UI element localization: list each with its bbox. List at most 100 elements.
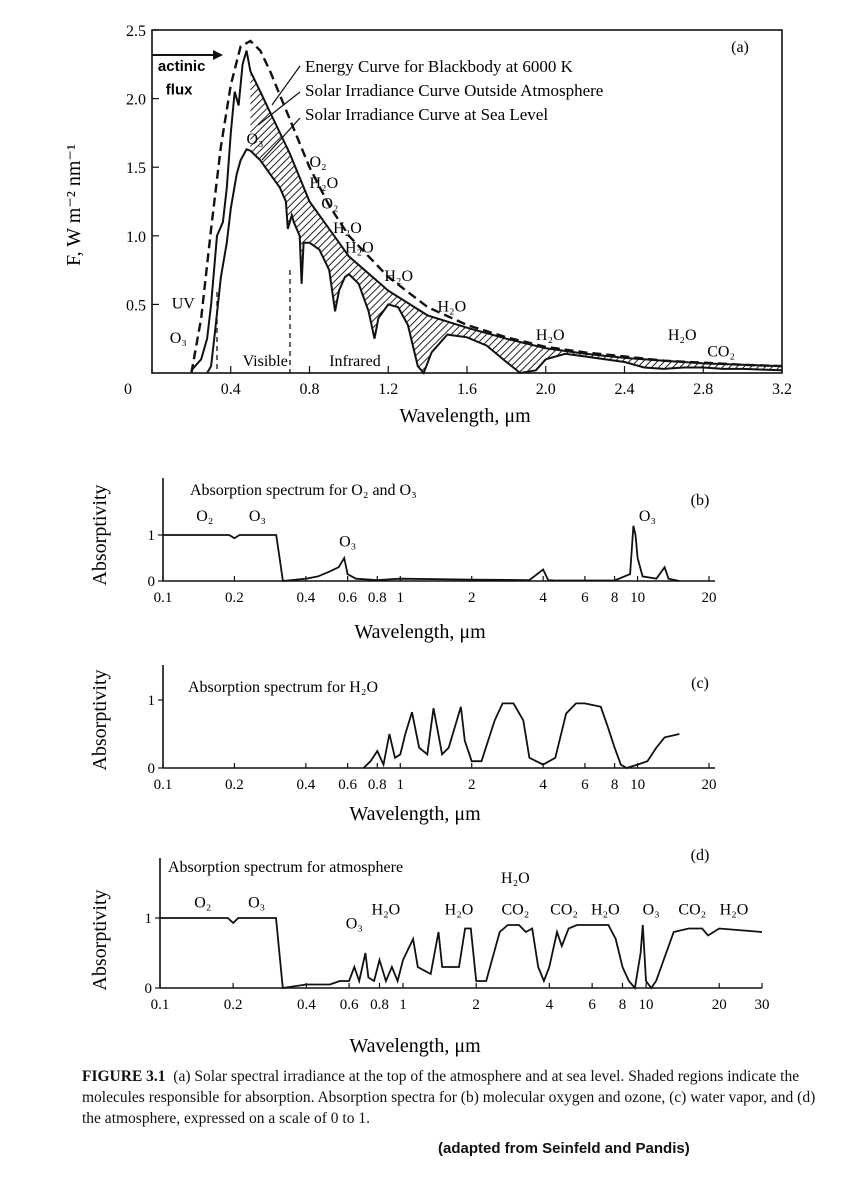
panel-d-annotation: CO₂ — [550, 902, 578, 919]
panel-c-x-tick-label: 0.4 — [296, 777, 315, 793]
panel-d-x-tick-label: 6 — [588, 997, 596, 1013]
panel-d-annotation: O₃ — [346, 916, 363, 933]
panel-d-annotation: H₂O — [372, 902, 401, 919]
panel-a-x-tick-label: 2.4 — [615, 381, 635, 398]
panel-d-annotation: H₂O — [720, 902, 749, 919]
panel-c-x-tick-label: 0.8 — [368, 777, 387, 793]
panel-a-annotation: CO₂ — [707, 344, 735, 361]
panel-a-annotation: H₂O — [384, 268, 413, 285]
panel-c-h2o-absorption: 0.1 0.2 0.4 0.6 0.8 1 2 4 6 8 10 20 0 1 Absorption sp… — [89, 665, 717, 825]
panel-d-x-tick-label: 10 — [639, 997, 654, 1013]
legend-leader-sea-level — [261, 117, 301, 161]
panel-d-y-tick-label: 0 — [145, 981, 153, 997]
panel-a-y-tick-label: 2.0 — [126, 92, 146, 109]
panel-a-annotation: H₂O — [668, 327, 697, 344]
panel-a-annotation: H₂O — [333, 220, 362, 237]
panel-d-x-tick-label: 1 — [399, 997, 407, 1013]
panel-a-annotation: actinic — [158, 58, 206, 75]
panel-b-label: (b) — [691, 492, 710, 509]
panel-c-x-tick-label: 10 — [630, 777, 645, 793]
panel-b-x-tick-label: 6 — [581, 590, 589, 606]
panel-a-annotation: H₂O — [437, 298, 466, 315]
series-h2o-absorptivity — [362, 702, 680, 769]
panel-d-annotation: H₂O — [445, 902, 474, 919]
panel-c-title: Absorption spectrum for H₂O — [188, 679, 378, 696]
panel-c-x-tick-label: 2 — [468, 777, 476, 793]
panel-b-x-tick-label: 0.4 — [296, 590, 315, 606]
panel-d-x-tick-label: 8 — [619, 997, 627, 1013]
figure-canvas: 0 0.4 0.8 1.2 1.6 2.0 2.4 2.8 3.2 0.5 1.0 1.5 2.0 2.… — [63, 23, 792, 1057]
panel-b-x-axis-label: Wavelength, μm — [354, 621, 486, 643]
actinic-flux-arrowhead — [213, 50, 223, 60]
panel-a-x-tick-label: 1.2 — [378, 381, 398, 398]
panel-d-annotation: H₂O — [591, 902, 620, 919]
panel-c-x-tick-label: 1 — [397, 777, 405, 793]
panel-c-y-tick-label: 1 — [148, 693, 156, 709]
panel-b-x-tick-label: 20 — [702, 590, 717, 606]
panel-d-x-tick-label: 4 — [546, 997, 554, 1013]
panel-b-y-tick-label: 1 — [148, 528, 156, 544]
panel-c-x-tick-label: 0.6 — [338, 777, 357, 793]
panel-c-x-tick-label: 0.1 — [154, 777, 173, 793]
panel-a-x-tick-label: 0.8 — [300, 381, 320, 398]
legend-sea-level: Solar Irradiance Curve at Sea Level — [305, 105, 548, 124]
panel-a-annotation: O₃ — [170, 330, 187, 347]
panel-a-y-axis-label: F, W m⁻² nm⁻¹ — [63, 144, 85, 266]
panel-a-y-tick-label: 1.0 — [126, 229, 146, 246]
panel-d-x-tick-label: 20 — [712, 997, 727, 1013]
panel-a-annotation: H₂O — [310, 175, 339, 192]
panel-d-title: Absorption spectrum for atmosphere — [168, 859, 403, 876]
panel-b-x-tick-label: 10 — [630, 590, 645, 606]
absorption-shaded-region — [250, 71, 782, 373]
panel-b-x-tick-label: 1 — [397, 590, 405, 606]
panel-a-x-tick-label: 2.8 — [693, 381, 713, 398]
panel-a-annotation: H₂O — [536, 327, 565, 344]
panel-a-x-tick-label: 1.6 — [457, 381, 477, 398]
caption-text: (a) Solar spectral irradiance at the top… — [82, 1068, 816, 1127]
panel-a-annotation: O₂ — [321, 195, 338, 212]
legend-outside-atmosphere: Solar Irradiance Curve Outside Atmospher… — [305, 81, 603, 100]
panel-b-y-tick-label: 0 — [148, 574, 156, 590]
panel-a-x-tick-label: 3.2 — [772, 381, 792, 398]
panel-c-x-tick-label: 6 — [581, 777, 589, 793]
panel-d-x-tick-label: 30 — [755, 997, 770, 1013]
panel-a-annotation: Infrared — [329, 353, 381, 370]
panel-a-x-tick-label: 0 — [124, 381, 132, 398]
panel-c-label: (c) — [691, 675, 709, 692]
panel-d-annotation: O₃ — [248, 895, 265, 912]
panel-a-annotation: flux — [166, 81, 193, 98]
panel-c-x-tick-label: 20 — [702, 777, 717, 793]
panel-b-annotation: O₂ — [196, 508, 213, 525]
panel-b-x-tick-label: 8 — [611, 590, 619, 606]
panel-d-y-tick-label: 1 — [145, 911, 153, 927]
panel-a-irradiance-chart: 0 0.4 0.8 1.2 1.6 2.0 2.4 2.8 3.2 0.5 1.0 1.5 2.0 2.… — [63, 23, 792, 427]
panel-b-x-tick-label: 0.6 — [338, 590, 357, 606]
panel-d-x-tick-label: 2 — [472, 997, 480, 1013]
series-outside-atmosphere-curve — [190, 50, 783, 371]
panel-d-x-tick-label: 0.2 — [224, 997, 243, 1013]
panel-d-x-axis-label: Wavelength, μm — [349, 1035, 481, 1057]
panel-a-y-tick-label: 2.5 — [126, 23, 146, 40]
credit-line: (adapted from Seinfeld and Pandis) — [438, 1140, 690, 1157]
panel-d-y-axis-label: Absorptivity — [89, 889, 111, 990]
panel-c-y-tick-label: 0 — [148, 761, 156, 777]
panel-d-annotation: O₃ — [643, 902, 660, 919]
panel-c-x-axis-label: Wavelength, μm — [349, 803, 481, 825]
legend-leader-outside-atmosphere — [257, 91, 301, 126]
panel-d-annotation: H₂O — [501, 870, 530, 887]
panel-b-x-tick-label: 0.2 — [225, 590, 244, 606]
panel-a-y-tick-label: 0.5 — [126, 297, 146, 314]
panel-b-annotation: O₃ — [639, 508, 656, 525]
legend-leader-blackbody — [271, 65, 301, 106]
panel-b-y-axis-label: Absorptivity — [89, 484, 111, 585]
panel-c-x-tick-label: 4 — [539, 777, 547, 793]
panel-d-x-tick-label: 0.8 — [370, 997, 389, 1013]
panel-d-x-tick-label: 0.1 — [151, 997, 170, 1013]
panel-b-x-tick-label: 0.1 — [154, 590, 173, 606]
panel-a-x-tick-label: 2.0 — [536, 381, 556, 398]
panel-a-annotation: H₂O — [345, 239, 374, 256]
panel-d-annotation: O₂ — [194, 895, 211, 912]
panel-a-annotation: O₂ — [310, 154, 327, 171]
caption-label: FIGURE 3.1 — [82, 1068, 166, 1085]
figure-caption: FIGURE 3.1 (a) Solar spectral irradiance… — [82, 1066, 822, 1129]
